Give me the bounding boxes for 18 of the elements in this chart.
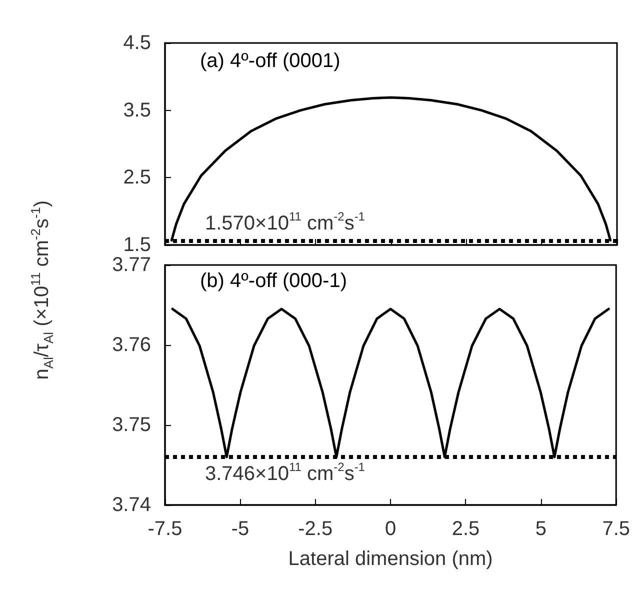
y-tick-label: 1.5	[123, 234, 151, 256]
y-tick-label: 3.76	[112, 334, 151, 356]
x-tick-label: 2.5	[452, 518, 480, 540]
chart-title: (b) 4º-off (000-1)	[200, 270, 347, 292]
y-tick-label: 3.5	[123, 99, 151, 122]
y-tick-label: 3.75	[112, 414, 151, 436]
chart-title: (a) 4º-off (0001)	[200, 50, 340, 72]
y-tick-label: 3.77	[112, 254, 151, 276]
y-tick-label: 3.74	[112, 494, 151, 516]
x-axis-title: Lateral dimension (nm)	[288, 548, 493, 570]
x-tick-label: 5	[535, 518, 546, 540]
y-tick-label: 2.5	[123, 166, 151, 189]
y-tick-label: 4.5	[123, 32, 151, 54]
x-tick-label: 0	[384, 518, 396, 540]
x-tick-label: -5	[231, 518, 250, 540]
x-tick-label: -2.5	[298, 518, 333, 540]
x-tick-label: -7.5	[148, 518, 182, 540]
x-tick-label: 7.5	[602, 518, 630, 540]
